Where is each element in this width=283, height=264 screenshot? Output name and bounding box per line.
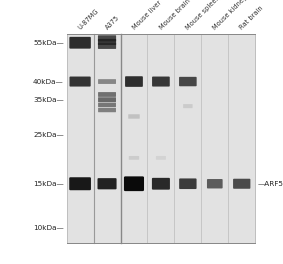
Text: 40kDa—: 40kDa— [33,79,64,84]
FancyBboxPatch shape [69,37,91,49]
Text: U-87MG: U-87MG [77,8,100,31]
FancyBboxPatch shape [98,39,116,45]
FancyBboxPatch shape [124,176,144,191]
FancyBboxPatch shape [98,97,116,102]
FancyBboxPatch shape [156,156,166,160]
Text: Rat brain: Rat brain [239,5,265,31]
FancyBboxPatch shape [98,43,116,49]
FancyBboxPatch shape [98,92,116,97]
Text: 25kDa—: 25kDa— [33,131,64,138]
FancyBboxPatch shape [98,35,116,41]
Text: Mouse brain: Mouse brain [158,0,191,31]
FancyBboxPatch shape [207,179,223,188]
Text: 55kDa—: 55kDa— [33,40,64,46]
Text: —ARF5: —ARF5 [258,181,283,187]
FancyBboxPatch shape [125,76,143,87]
Text: Mouse liver: Mouse liver [131,0,162,31]
FancyBboxPatch shape [70,77,91,87]
Text: A375: A375 [104,15,121,31]
FancyBboxPatch shape [128,114,140,119]
Text: 35kDa—: 35kDa— [33,97,64,103]
Text: Mouse spleen: Mouse spleen [185,0,222,31]
FancyBboxPatch shape [69,177,91,190]
Bar [67,34,255,243]
FancyBboxPatch shape [152,178,170,190]
FancyBboxPatch shape [98,108,116,112]
FancyBboxPatch shape [98,103,116,107]
FancyBboxPatch shape [183,104,193,108]
FancyBboxPatch shape [152,77,170,87]
FancyBboxPatch shape [98,178,117,189]
FancyBboxPatch shape [98,79,116,84]
Text: 10kDa—: 10kDa— [33,225,64,231]
Text: 15kDa—: 15kDa— [33,181,64,187]
FancyBboxPatch shape [129,156,139,160]
FancyBboxPatch shape [233,179,250,189]
Text: Mouse kidney: Mouse kidney [212,0,248,31]
FancyBboxPatch shape [179,77,197,86]
FancyBboxPatch shape [179,178,197,189]
